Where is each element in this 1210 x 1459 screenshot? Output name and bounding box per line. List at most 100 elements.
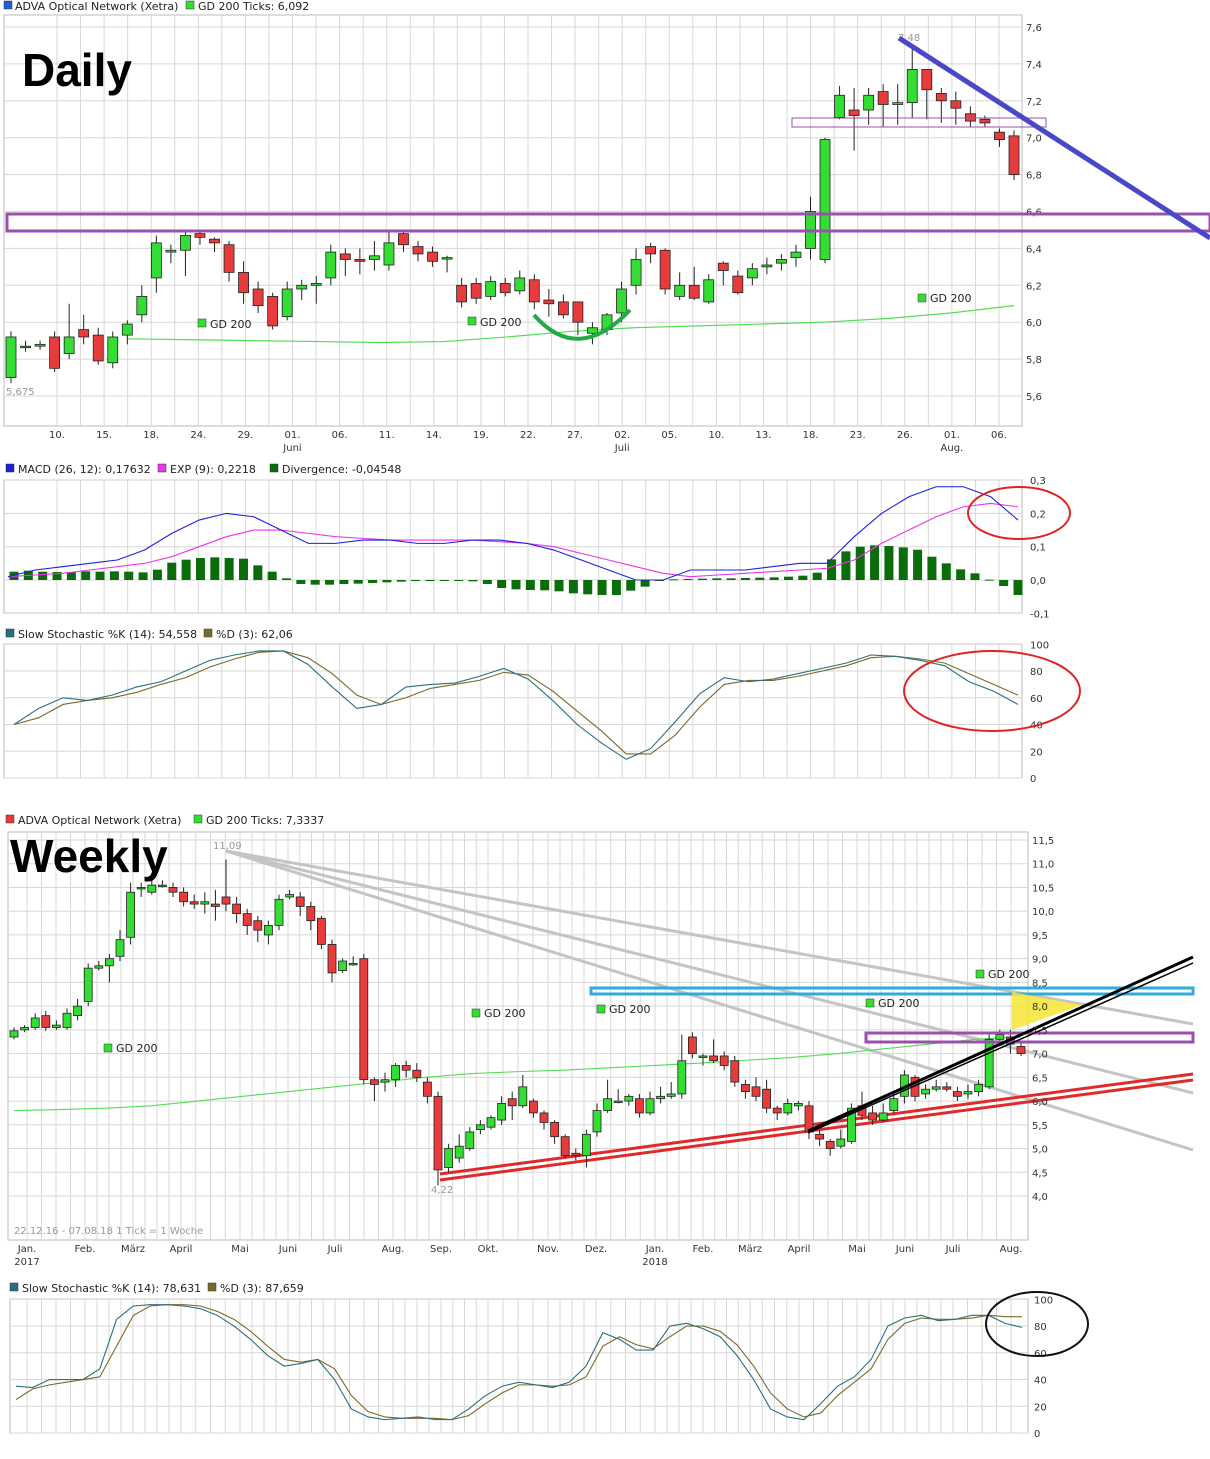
candle-down	[339, 253, 351, 260]
candle-down	[953, 1091, 962, 1097]
candle-down	[470, 283, 482, 299]
candle-up	[369, 255, 380, 260]
candle-up	[761, 264, 773, 268]
x-month-label: Juli	[614, 443, 630, 454]
macd-line	[7, 486, 1019, 581]
candle-up	[465, 1131, 475, 1149]
y-tick-label: 5,8	[1026, 355, 1042, 366]
candle-up	[73, 1005, 82, 1017]
candle-down	[210, 903, 220, 907]
y-tick-label: 11,0	[1032, 860, 1054, 871]
y-tick-label: 9,5	[1032, 931, 1048, 942]
candle-down	[741, 1084, 750, 1092]
candle-up	[52, 1024, 61, 1028]
divergence-bar	[913, 549, 923, 580]
x-tick-label: 06.	[991, 430, 1007, 441]
candle-down	[942, 1086, 952, 1090]
candle-up	[9, 1030, 19, 1038]
candle-down	[238, 271, 249, 294]
candle-down	[730, 1060, 740, 1083]
candle-up	[613, 1100, 623, 1103]
y-tick-label: 4,5	[1032, 1168, 1048, 1179]
candle-up	[380, 1079, 390, 1083]
candle-down	[354, 259, 366, 262]
candle-up	[794, 1103, 803, 1107]
y-tick-label: -0,1	[1030, 609, 1050, 620]
candle-down	[868, 1112, 877, 1121]
x-tick-label: 06.	[332, 430, 348, 441]
divergence-bar	[898, 547, 908, 580]
candle-down	[306, 906, 316, 922]
y-tick-label: 60	[1030, 694, 1043, 705]
x-tick-label: 24.	[190, 430, 206, 441]
divergence-bar	[956, 569, 966, 580]
candle-up	[847, 1107, 856, 1142]
ma-label-3: GD 200	[930, 292, 972, 305]
candle-down	[709, 1055, 718, 1062]
divergence-bar	[95, 571, 105, 580]
daily-legend: ADVA Optical Network (Xetra) GD 200 Tick…	[3, 0, 309, 13]
candle-up	[444, 1148, 454, 1168]
y-tick-label: 100	[1030, 640, 1049, 651]
candle-up	[150, 242, 162, 279]
candle-up	[892, 102, 904, 105]
candle-down	[751, 1086, 761, 1097]
candle-down	[223, 244, 235, 273]
candle-down	[1016, 1046, 1026, 1054]
weekly-legend: ADVA Optical Network (Xetra) GD 200 Tick…	[5, 814, 324, 827]
y-tick-label: 10,0	[1032, 907, 1054, 918]
candle-up	[147, 884, 157, 893]
daily-plot-frame	[3, 14, 1023, 427]
candle-up	[310, 283, 322, 286]
candle-down	[456, 284, 468, 303]
x-tick-label: 14.	[426, 430, 442, 441]
y-tick-label: 80	[1030, 667, 1043, 678]
x-tick-label: 22.	[520, 430, 536, 441]
divergence-bar	[396, 580, 406, 582]
divergence-bar	[210, 557, 220, 580]
x-tick-label: 02.	[614, 430, 630, 441]
candle-down	[762, 1088, 771, 1109]
divergence-bar	[669, 579, 679, 581]
divergence-bar	[310, 580, 320, 585]
x-tick-label: 29.	[237, 430, 253, 441]
stoch-daily-legend-d: %D (3): 62,06	[216, 628, 293, 641]
y-tick-label: 4,0	[1032, 1192, 1048, 1203]
candle-up	[906, 69, 918, 104]
divergence-bar	[152, 569, 162, 580]
candle-up	[889, 1098, 899, 1111]
weekly-ma-labels: GD 200 GD 200 GD 200 GD 200 GD 200	[103, 968, 1030, 1055]
y-tick-label: 0,1	[1030, 543, 1046, 554]
x-month-label: Juni	[282, 443, 301, 454]
divergence-bar	[554, 580, 564, 592]
x-year-label: 2017	[14, 1257, 39, 1268]
candle-down	[427, 251, 438, 262]
candle-up	[666, 1093, 676, 1097]
divergence-bar	[124, 571, 134, 580]
candle-down	[92, 334, 104, 362]
daily-ma-line	[127, 304, 1015, 344]
candle-up	[274, 898, 284, 926]
divergence-bar	[568, 580, 578, 594]
stoch-weekly-y-axis: 100 80 60 40 20 0	[1034, 1295, 1053, 1440]
candle-up	[592, 1110, 602, 1133]
x-tick-label: 01.	[285, 430, 301, 441]
candle-down	[645, 246, 656, 255]
candle-up	[616, 288, 627, 314]
candle-up	[107, 336, 119, 364]
candle-up	[136, 887, 146, 890]
candle-up	[115, 939, 125, 957]
divergence-bar	[798, 575, 808, 580]
divergence-bar	[1013, 580, 1023, 595]
y-tick-label: 6,4	[1026, 244, 1042, 255]
divergence-bar	[497, 580, 507, 588]
candle-down	[295, 896, 305, 907]
ma-label-swatch	[596, 1004, 606, 1014]
candle-down	[550, 1122, 559, 1138]
downtrend-line	[897, 35, 1210, 241]
divergence-bar	[884, 546, 894, 580]
stoch-weekly-lines	[15, 1304, 1023, 1421]
candle-down	[1008, 135, 1020, 175]
ma-label-4: GD 200	[878, 997, 920, 1010]
stoch-daily-legend: Slow Stochastic %K (14): 54,558 %D (3): …	[5, 628, 293, 641]
